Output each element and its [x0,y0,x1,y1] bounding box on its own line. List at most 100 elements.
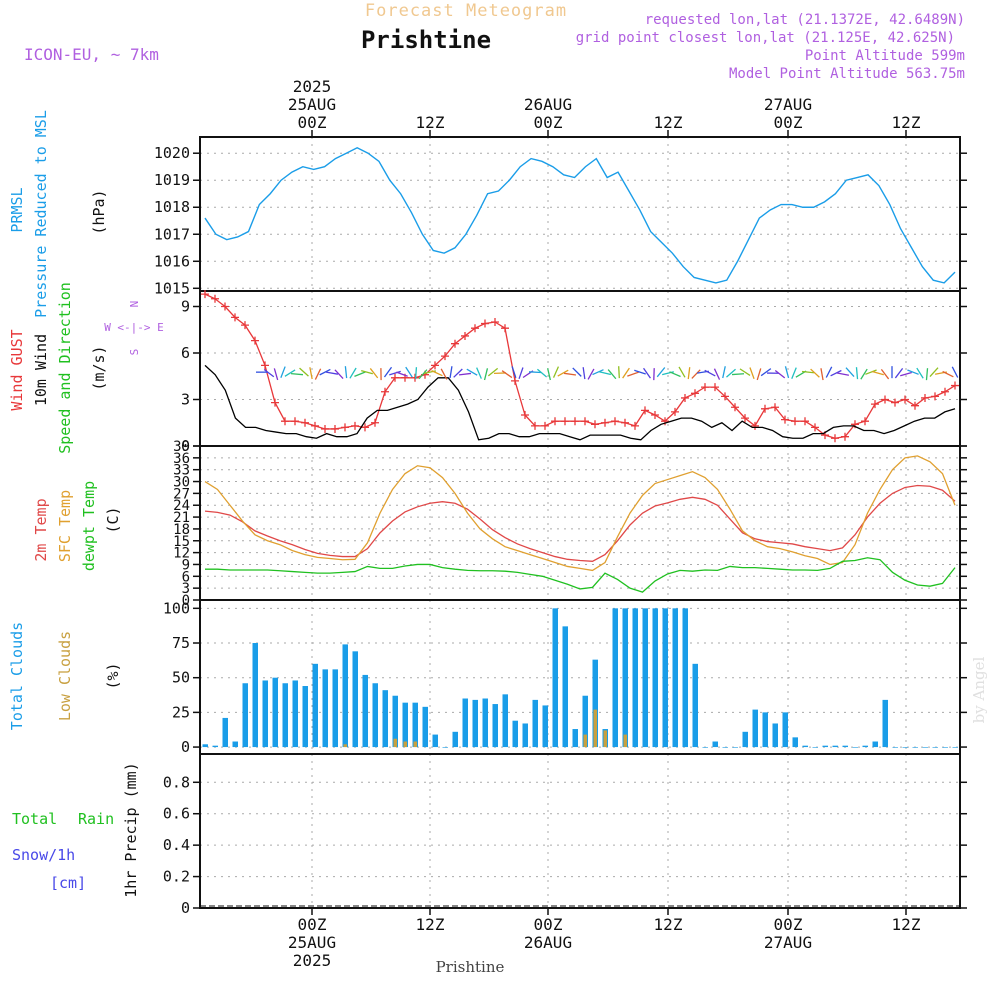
wind-direction-arrow [845,367,855,378]
total-cloud-bar [922,747,928,748]
gust-marker [731,403,739,412]
total-cloud-bar [852,747,858,748]
temp-dewpt-label: dewpt Temp [80,481,98,571]
gust-marker [711,383,719,392]
header: Forecast Meteogram Prishtine ICON-EU, ~ … [24,1,965,82]
gust-marker [911,401,919,410]
y-tick-label: 39 [173,439,190,455]
time-label-bottom: 12Z [416,915,445,934]
y-tick-label: 12 [173,546,190,562]
total-cloud-bar [612,608,618,748]
gust-marker [541,421,549,430]
wind-direction-arrow [273,368,279,381]
total-cloud-bar [212,745,218,748]
total-cloud-bar [392,695,398,748]
wind-10m-label: 10m Wind [32,334,50,406]
total-cloud-bar [462,698,468,748]
total-cloud-bar [782,712,788,748]
gust-marker [221,302,229,311]
y-tick-label: 50 [172,669,190,687]
cloud-unit-label: (%) [104,662,122,689]
y-tick-label: 3 [181,391,190,409]
total-cloud-bar [932,747,938,748]
wind-direction-arrow [900,371,912,377]
total-cloud-bar [502,694,508,748]
super-title: Forecast Meteogram [365,1,567,21]
total-cloud-bar [422,706,428,748]
time-label-top: 00Z [298,113,327,132]
wind-direction-arrow [309,367,313,380]
wind-direction-arrow [916,367,924,379]
total-cloud-bar [772,723,778,748]
gust-marker [721,392,729,401]
gust-marker [901,395,909,404]
gust-marker [481,319,489,328]
gust-marker [501,324,509,333]
time-label-bottom: 25AUG [288,933,336,952]
wind-10m-line [204,364,956,441]
y-tick-label: 1018 [154,198,190,216]
total-cloud-bar [622,608,628,748]
wind-direction-arrow [453,368,463,378]
total-cloud-bar [412,702,418,748]
precip-panel-labels: Total Rain Snow/1h [cm] 1hr Precip (mm) [12,762,140,897]
wind-direction-arrow [726,368,736,378]
wind-direction-arrow [466,368,478,376]
wind-direction-arrow [354,371,366,378]
time-label-bottom: 12Z [892,915,921,934]
gust-marker [471,324,479,333]
low-cloud-bar [343,744,347,748]
total-cloud-bar [292,680,298,748]
gust-marker [321,424,329,433]
wind-direction-arrow [284,369,296,377]
gust-marker [261,361,269,370]
total-cloud-bar [582,695,588,748]
gust-marker [701,383,709,392]
gust-marker [591,420,599,429]
precip-frame [199,753,961,909]
gust-marker [651,411,659,419]
wind-direction-arrow [643,367,651,379]
gust-marker [531,421,539,430]
time-label-top: 12Z [654,113,683,132]
total-cloud-bar [472,699,478,748]
total-cloud-bar [752,709,758,748]
gust-marker [631,421,639,430]
total-cloud-bar [522,723,528,748]
time-label-top: 00Z [534,113,563,132]
total-cloud-bar [682,608,688,748]
grid-point-coords: grid point closest lon,lat (21.125E, 42.… [576,30,955,46]
snow-unit-label: [cm] [50,874,86,892]
wind-direction-arrow [334,369,344,379]
total-cloud-bar [372,683,378,748]
total-cloud-bar [672,608,678,748]
wind-direction-arrow [396,371,408,377]
pressure-unit-label: (hPa) [90,189,108,234]
total-cloud-bar [242,683,248,748]
wind-direction-arrow [722,366,726,379]
wind-direction-arrow [830,369,842,377]
total-cloud-bar [732,747,738,748]
y-tick-label: 1016 [154,252,190,270]
low-cloud-bar [413,741,417,748]
gust-marker [861,417,869,426]
time-label-bottom: 27AUG [764,933,812,952]
wind-direction-arrow [587,368,595,380]
gust-marker [301,418,309,427]
pressure-frame [199,136,961,292]
wind-direction-arrow [582,367,586,380]
total-clouds-label: Total Clouds [8,622,26,730]
wind-direction-arrow [739,368,751,376]
compass-rose: N W <-|-> E S [104,301,164,356]
total-cloud-bar [662,608,668,748]
gust-marker [941,387,949,396]
wind-direction-arrow [687,367,691,380]
total-cloud-bar [332,669,338,748]
total-cloud-bar [452,731,458,748]
wind-direction-arrow [599,371,611,376]
gust-marker [681,393,689,402]
y-tick-label: 9 [181,298,190,316]
wind-direction-arrow [449,366,453,379]
total-cloud-bar [572,729,578,748]
